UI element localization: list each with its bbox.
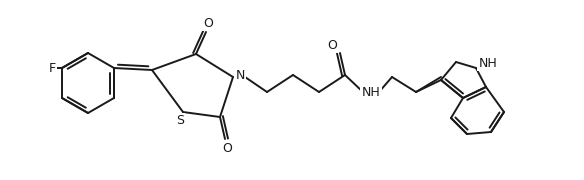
Text: NH: NH <box>361 86 380 98</box>
Text: N: N <box>235 69 245 82</box>
Text: F: F <box>48 62 55 75</box>
Text: NH: NH <box>479 57 498 69</box>
Text: S: S <box>176 114 184 127</box>
Text: O: O <box>222 141 232 154</box>
Text: O: O <box>203 17 213 30</box>
Text: O: O <box>327 39 337 51</box>
